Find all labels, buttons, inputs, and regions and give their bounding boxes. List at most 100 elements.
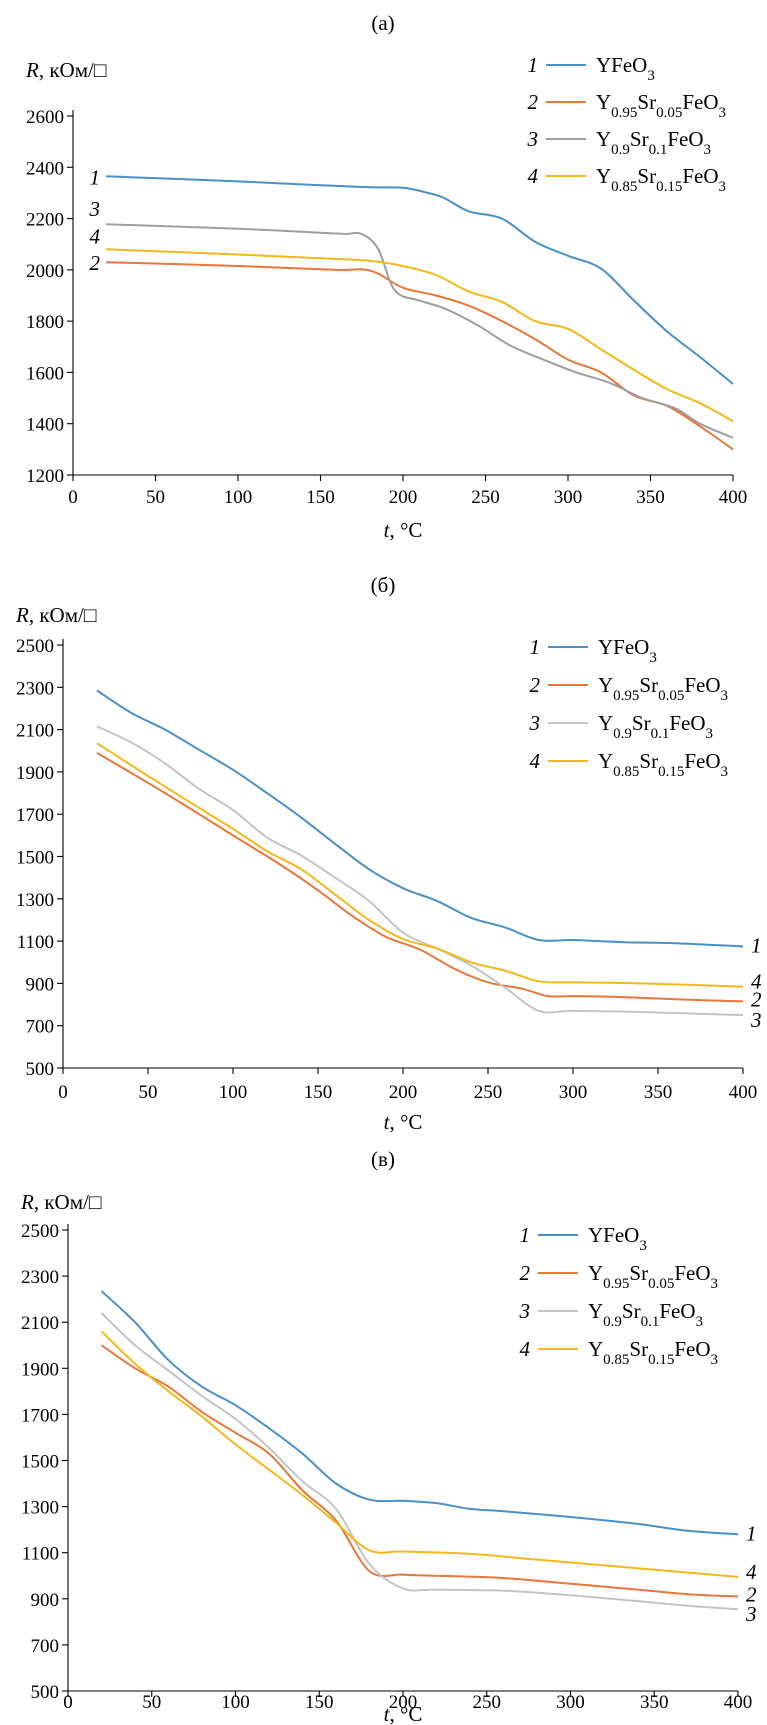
legend-label-1: YFeO3 [588, 1223, 647, 1254]
y-tick-label: 1100 [22, 1544, 59, 1565]
series-curve-label-1: 1 [751, 933, 762, 957]
y-tick-label: 500 [26, 1059, 55, 1080]
x-axis-unit: , °C [389, 1110, 422, 1134]
x-axis-unit: , °C [389, 518, 422, 542]
legend-label-4: Y0.85Sr0.15FeO3 [598, 749, 728, 780]
x-tick-label: 250 [474, 1082, 503, 1103]
y-tick-label: 500 [31, 1682, 60, 1703]
legend-label-2: Y0.95Sr0.05FeO3 [596, 90, 726, 121]
y-tick-label: 2200 [26, 210, 64, 231]
series-curve-label-3: 3 [745, 1602, 757, 1626]
legend-label-2: Y0.95Sr0.05FeO3 [588, 1261, 718, 1292]
y-tick-label: 1700 [21, 1405, 59, 1426]
legend-number-3: 3 [519, 1299, 531, 1323]
y-tick-label: 900 [26, 974, 55, 995]
series-line-3 [100, 1312, 739, 1611]
panel-b: (б) R, кОм/□ t, °C 500 700 900 1100 1300 1500 170… [0, 568, 767, 1134]
y-tick-label: 2400 [26, 158, 64, 179]
x-tick-label: 200 [389, 487, 418, 508]
panel-c: (в) R, кОм/□ t, °C 500 700 900 1100 1300 1500 170… [0, 1140, 767, 1725]
series-curve-label-3: 3 [89, 197, 101, 221]
series-line-3 [96, 725, 744, 1017]
y-axis-variable: R [15, 603, 29, 627]
x-tick-label: 100 [219, 1082, 248, 1103]
legend-number-4: 4 [520, 1337, 531, 1361]
y-tick-label: 700 [26, 1017, 55, 1038]
y-tick-label: 1500 [16, 848, 54, 869]
legend-label-3: Y0.9Sr0.1FeO3 [588, 1299, 703, 1330]
legend-label-3: Y0.9Sr0.1FeO3 [596, 127, 711, 158]
series-line-2 [96, 752, 744, 1003]
legend-number-3: 3 [527, 127, 539, 151]
series-curve-label-4: 4 [751, 970, 762, 994]
y-tick-label: 2100 [16, 721, 54, 742]
x-tick-label: 0 [58, 1082, 68, 1103]
chart-a: (а)R, кОм/□t, °C120014001600180020002200… [25, 11, 748, 542]
legend-label-4: Y0.85Sr0.15FeO3 [588, 1337, 718, 1368]
x-tick-label: 50 [146, 487, 165, 508]
y-tick-label: 1900 [16, 763, 54, 784]
x-axis-unit: , °C [389, 1702, 422, 1725]
legend-number-2: 2 [530, 673, 541, 697]
x-tick-label: 100 [221, 1692, 250, 1713]
y-tick-label: 1500 [21, 1452, 59, 1473]
legend-number-2: 2 [520, 1261, 531, 1285]
y-tick-label: 1800 [26, 312, 64, 333]
x-tick-label: 300 [556, 1692, 585, 1713]
x-tick-label: 50 [142, 1692, 161, 1713]
y-axis-unit: , кОм/□ [39, 58, 107, 82]
x-tick-label: 250 [473, 1692, 502, 1713]
legend-label-1: YFeO3 [598, 635, 657, 666]
series-curve-label-2: 2 [751, 987, 762, 1011]
x-tick-label: 350 [644, 1082, 673, 1103]
x-tick-label: 300 [559, 1082, 588, 1103]
series-curve-label-4: 4 [746, 1560, 757, 1584]
series-line-4 [100, 1330, 739, 1578]
y-axis-variable: R [25, 58, 39, 82]
x-axis-variable: t [384, 518, 391, 542]
y-tick-label: 1600 [26, 363, 64, 384]
y-tick-label: 1300 [16, 890, 54, 911]
x-tick-label: 350 [640, 1692, 669, 1713]
y-tick-label: 2600 [26, 107, 64, 128]
y-tick-label: 1100 [17, 932, 54, 953]
x-tick-label: 350 [636, 487, 665, 508]
y-tick-label: 2300 [16, 678, 54, 699]
x-axis-variable: t [384, 1702, 391, 1725]
y-axis-label: R, кОм/□ [15, 603, 97, 627]
legend-number-4: 4 [530, 749, 541, 773]
y-tick-label: 2100 [21, 1313, 59, 1334]
legend-number-1: 1 [520, 1223, 531, 1247]
y-axis-label: R, кОм/□ [20, 1190, 102, 1214]
y-tick-label: 2300 [21, 1267, 59, 1288]
chart-c: (в)R, кОм/□t, °C500700900110013001500170… [20, 1147, 757, 1725]
legend-label-2: Y0.95Sr0.05FeO3 [598, 673, 728, 704]
y-tick-label: 1700 [16, 805, 54, 826]
x-axis-variable: t [384, 1110, 391, 1134]
x-tick-label: 50 [139, 1082, 158, 1103]
legend-number-4: 4 [528, 164, 539, 188]
y-tick-label: 1300 [21, 1498, 59, 1519]
x-tick-label: 0 [68, 487, 78, 508]
x-tick-label: 400 [724, 1692, 753, 1713]
series-curve-label-1: 1 [90, 165, 101, 189]
y-tick-label: 1400 [26, 415, 64, 436]
chart-title: (в) [371, 1147, 395, 1171]
x-tick-label: 200 [389, 1082, 418, 1103]
x-tick-label: 150 [305, 1692, 334, 1713]
y-tick-label: 900 [31, 1590, 60, 1611]
x-tick-label: 400 [719, 487, 748, 508]
series-line-2 [105, 261, 734, 451]
y-tick-label: 2500 [21, 1221, 59, 1242]
y-tick-label: 1200 [26, 466, 64, 487]
y-axis-variable: R [20, 1190, 34, 1214]
series-line-1 [96, 689, 744, 948]
series-line-4 [105, 248, 734, 422]
legend-number-1: 1 [530, 635, 541, 659]
panel-a: (а) R, кОм/□ t, °C 1200 1400 1600 1800 2000 2200… [0, 0, 767, 560]
chart-title: (а) [371, 11, 394, 35]
legend-number-3: 3 [529, 711, 541, 735]
series-curve-label-4: 4 [90, 224, 101, 248]
legend-label-1: YFeO3 [596, 53, 655, 84]
x-tick-label: 150 [304, 1082, 333, 1103]
